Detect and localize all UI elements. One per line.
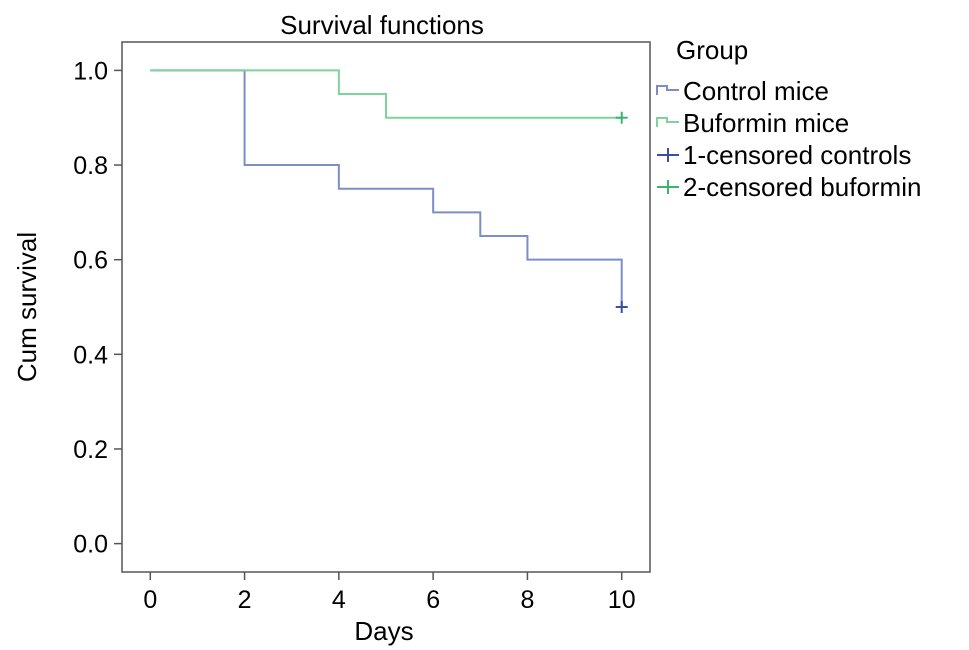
legend-entry: 2-censored buformin: [657, 172, 921, 202]
legend-step-swatch: [656, 85, 679, 95]
legend-step-swatch: [656, 117, 679, 127]
legend-label: Buformin mice: [683, 108, 849, 138]
x-tick-label: 2: [238, 586, 252, 614]
x-axis: 0 2 4 6 8 10: [143, 572, 636, 614]
legend-title: Group: [676, 35, 748, 65]
series-layer: [150, 69, 628, 313]
legend-entry: 1-censored controls: [657, 140, 911, 170]
plot-frame: [121, 41, 651, 573]
y-tick-label: 0.2: [73, 436, 108, 464]
x-tick-label: 8: [520, 586, 534, 614]
x-axis-title: Days: [354, 616, 413, 646]
y-tick-label: 0.6: [73, 247, 108, 275]
censor-mark-control: [615, 301, 628, 313]
x-tick-label: 10: [608, 586, 636, 614]
x-tick-label: 6: [426, 586, 440, 614]
series-line-control: [150, 69, 623, 307]
x-tick-label: 0: [143, 586, 157, 614]
y-tick-label: 0.8: [73, 152, 108, 180]
legend-label: Control mice: [683, 76, 829, 106]
legend-entry: Control mice: [656, 76, 829, 106]
y-axis-title: Cum survival: [12, 232, 42, 382]
x-tick-label: 4: [332, 586, 346, 614]
chart-title: Survival functions: [280, 10, 484, 40]
y-tick-label: 0.4: [73, 341, 108, 369]
y-tick-label: 1.0: [73, 57, 108, 85]
censor-mark-buformin: [615, 111, 628, 124]
legend-label: 1-censored controls: [683, 140, 911, 170]
legend-entry: Buformin mice: [656, 108, 849, 138]
legend-label: 2-censored buformin: [683, 172, 921, 202]
y-axis: 0.0 0.2 0.4 0.6 0.8 1.0: [73, 57, 122, 559]
series-line-buformin: [150, 69, 622, 119]
y-tick-label: 0.0: [73, 531, 108, 559]
